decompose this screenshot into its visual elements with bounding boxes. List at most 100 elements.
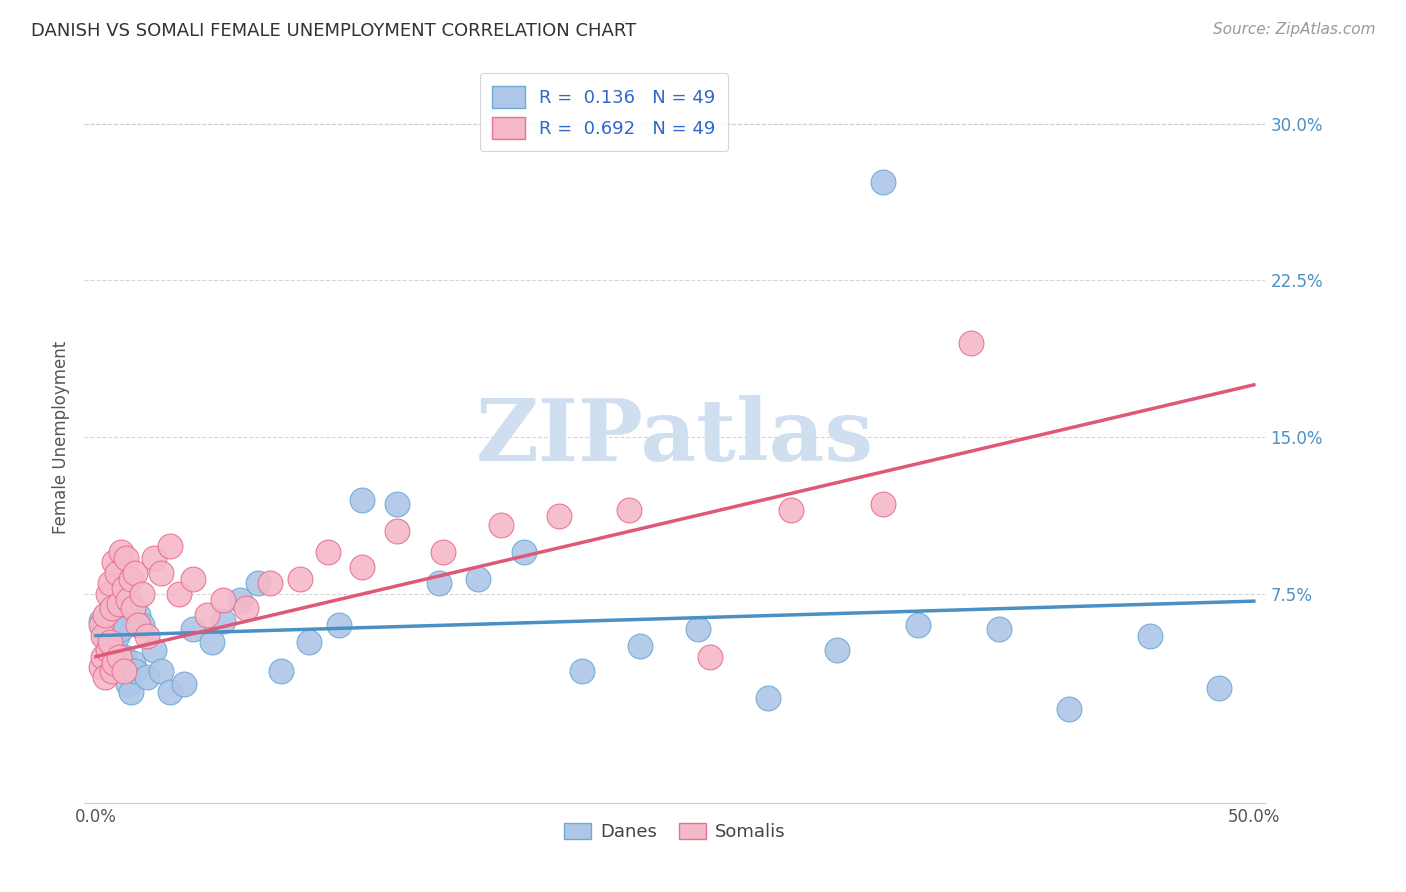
Point — [135, 629, 157, 643]
Point — [90, 614, 112, 628]
Point — [96, 643, 118, 657]
Point — [195, 607, 218, 622]
Point — [94, 629, 117, 643]
Point — [988, 623, 1011, 637]
Point — [108, 601, 131, 615]
Point — [571, 664, 593, 678]
Point — [91, 623, 114, 637]
Point — [513, 545, 536, 559]
Point — [110, 623, 132, 637]
Point — [101, 664, 124, 678]
Point — [548, 509, 571, 524]
Point — [779, 503, 801, 517]
Point — [127, 607, 149, 622]
Point — [135, 670, 157, 684]
Point — [120, 572, 142, 586]
Text: ZIPatlas: ZIPatlas — [475, 395, 875, 479]
Point — [131, 587, 153, 601]
Point — [96, 587, 118, 601]
Point — [328, 618, 350, 632]
Text: DANISH VS SOMALI FEMALE UNEMPLOYMENT CORRELATION CHART: DANISH VS SOMALI FEMALE UNEMPLOYMENT COR… — [31, 22, 636, 40]
Point — [103, 656, 125, 670]
Text: Source: ZipAtlas.com: Source: ZipAtlas.com — [1212, 22, 1375, 37]
Point — [120, 685, 142, 699]
Point — [298, 635, 321, 649]
Point — [173, 676, 195, 690]
Point — [103, 556, 125, 570]
Point — [212, 614, 235, 628]
Point — [288, 572, 311, 586]
Point — [181, 623, 204, 637]
Point — [686, 623, 709, 637]
Point — [112, 649, 135, 664]
Point — [181, 572, 204, 586]
Point — [127, 618, 149, 632]
Point — [316, 545, 339, 559]
Point — [115, 551, 138, 566]
Point — [159, 685, 181, 699]
Point — [98, 635, 121, 649]
Point — [432, 545, 454, 559]
Point — [110, 545, 132, 559]
Point — [235, 601, 257, 615]
Point — [96, 643, 118, 657]
Point — [617, 503, 640, 517]
Point — [352, 492, 374, 507]
Point — [122, 656, 145, 670]
Point — [385, 497, 408, 511]
Point — [94, 670, 117, 684]
Point — [756, 691, 779, 706]
Point — [112, 581, 135, 595]
Point — [385, 524, 408, 538]
Point — [103, 639, 125, 653]
Point — [169, 587, 191, 601]
Point — [149, 566, 172, 580]
Point — [699, 649, 721, 664]
Point — [124, 664, 146, 678]
Y-axis label: Female Unemployment: Female Unemployment — [52, 341, 70, 533]
Point — [872, 497, 894, 511]
Point — [960, 336, 983, 351]
Point — [159, 539, 181, 553]
Point — [212, 593, 235, 607]
Point — [98, 576, 121, 591]
Point — [101, 618, 124, 632]
Point — [117, 676, 139, 690]
Point — [352, 559, 374, 574]
Point — [117, 593, 139, 607]
Point — [112, 664, 135, 678]
Point — [270, 664, 292, 678]
Point — [247, 576, 270, 591]
Point — [142, 551, 165, 566]
Point — [872, 175, 894, 189]
Point — [90, 660, 112, 674]
Point — [907, 618, 929, 632]
Point — [108, 660, 131, 674]
Point — [1057, 702, 1080, 716]
Point — [91, 649, 114, 664]
Point — [1208, 681, 1230, 695]
Point — [825, 643, 848, 657]
Point — [94, 607, 117, 622]
Point — [122, 601, 145, 615]
Point — [259, 576, 281, 591]
Point — [108, 597, 131, 611]
Point — [115, 664, 138, 678]
Point — [101, 601, 124, 615]
Point — [98, 635, 121, 649]
Point — [142, 643, 165, 657]
Point — [489, 517, 512, 532]
Point — [101, 649, 124, 664]
Point — [427, 576, 450, 591]
Point — [149, 664, 172, 678]
Point — [105, 629, 128, 643]
Point — [108, 649, 131, 664]
Point — [628, 639, 651, 653]
Legend: Danes, Somalis: Danes, Somalis — [557, 816, 793, 848]
Point — [124, 566, 146, 580]
Point — [1139, 629, 1161, 643]
Point — [467, 572, 489, 586]
Point — [91, 629, 114, 643]
Point — [201, 635, 224, 649]
Point — [90, 618, 112, 632]
